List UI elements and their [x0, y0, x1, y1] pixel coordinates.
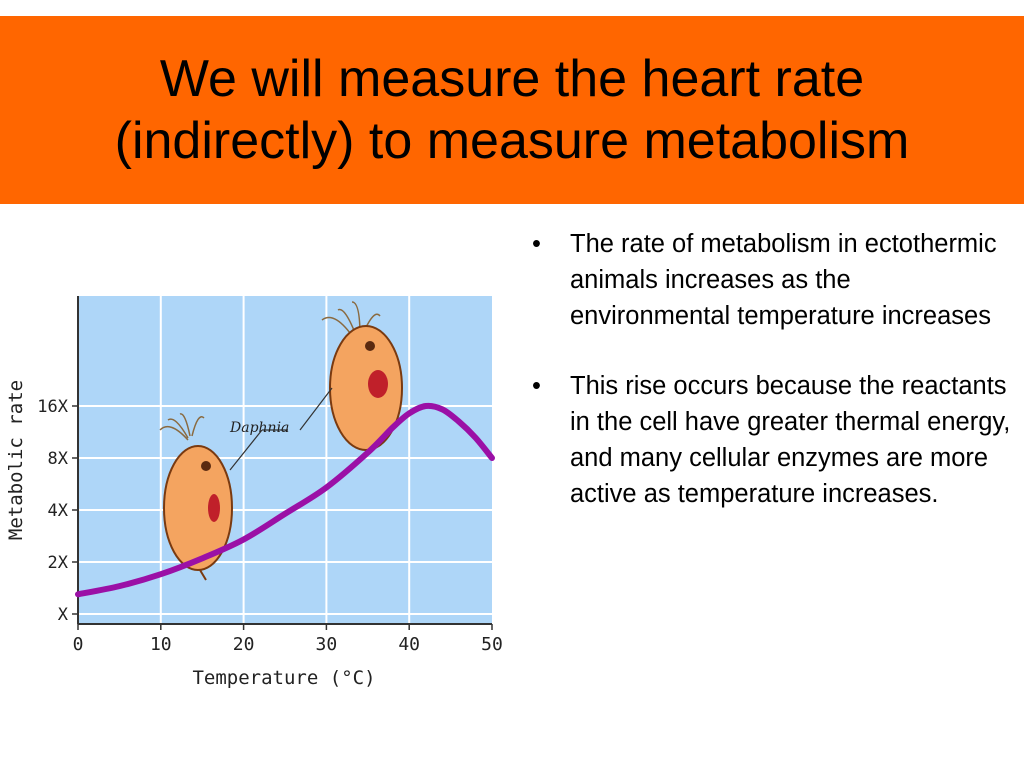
bullet-item: • The rate of metabolism in ectothermic … — [528, 226, 1014, 334]
y-axis-label: Metabolic rate — [5, 380, 27, 540]
bullet-text: The rate of metabolism in ectothermic an… — [570, 230, 997, 330]
y-tick-label: 8X — [48, 449, 69, 469]
y-tick-label: 2X — [48, 553, 69, 573]
x-tick-label: 50 — [481, 634, 503, 655]
bullet-text: This rise occurs because the reactants i… — [570, 372, 1011, 508]
daphnia-large-illustration — [321, 301, 403, 451]
bullet-marker: • — [532, 230, 541, 258]
daphnia-small-illustration — [159, 413, 233, 581]
metabolic-rate-curve — [75, 402, 495, 598]
chart-svg: 0 10 20 30 40 50 X 2X 4X 8X 16X Daphnia Temperatu… — [5, 296, 503, 689]
bullet-list: • The rate of metabolism in ectothermic … — [528, 226, 1014, 546]
axes — [72, 296, 493, 630]
x-tick-label: 20 — [233, 634, 255, 655]
x-tick-label: 0 — [73, 634, 84, 655]
x-tick-label: 10 — [150, 634, 172, 655]
slide-title-line-1: We will measure the heart rate — [159, 50, 865, 108]
plot-area — [78, 296, 492, 624]
y-tick-label: 16X — [37, 397, 68, 417]
y-tick-label: 4X — [48, 501, 69, 521]
bullet-marker: • — [532, 372, 541, 400]
x-tick-label: 40 — [398, 634, 420, 655]
annotation-leader-lines — [229, 387, 333, 471]
title-bar: We will measure the heart rate (indirect… — [0, 16, 1024, 204]
x-tick-labels: 0 10 20 30 40 50 — [73, 634, 503, 655]
daphnia-label: Daphnia — [229, 420, 289, 436]
metabolic-rate-chart: 0 10 20 30 40 50 X 2X 4X 8X 16X Daphnia Temperatu… — [0, 280, 520, 700]
slide-title-line-2: (indirectly) to measure metabolism — [114, 112, 910, 170]
y-tick-label: X — [58, 605, 69, 625]
bullet-item: • This rise occurs because the reactants… — [528, 368, 1014, 512]
x-tick-label: 30 — [316, 634, 338, 655]
y-tick-labels: X 2X 4X 8X 16X — [37, 397, 68, 625]
x-axis-label: Temperature (°C) — [192, 667, 375, 689]
